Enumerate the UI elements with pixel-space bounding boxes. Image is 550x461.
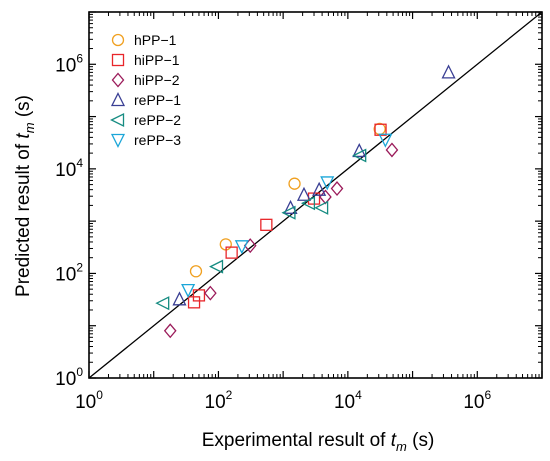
data-point — [163, 323, 177, 339]
data-point — [300, 196, 316, 211]
data-point — [330, 181, 344, 197]
data-point — [281, 205, 296, 220]
axis-ticks — [88, 11, 543, 379]
legend-label: hiPP−1 — [134, 52, 180, 68]
data-point — [172, 291, 187, 306]
legend-label: hiPP−2 — [134, 72, 180, 88]
data-point — [155, 296, 170, 311]
legend-marker — [110, 112, 125, 128]
data-point — [260, 218, 273, 231]
legend-label: rePP−1 — [134, 92, 181, 108]
data-point — [441, 64, 456, 79]
x-axis-title: Experimental result of tm (s) — [202, 430, 435, 454]
legend-label: rePP−2 — [134, 112, 181, 128]
data-point — [320, 176, 335, 191]
x-tick-label: 106 — [463, 388, 491, 413]
data-point — [314, 200, 329, 215]
data-point — [288, 177, 301, 190]
legend-label: rePP−3 — [134, 132, 181, 148]
data-point — [312, 181, 327, 196]
data-point — [378, 133, 393, 148]
data-point — [181, 283, 196, 299]
data-point — [192, 289, 206, 302]
y-tick-label: 104 — [55, 156, 83, 181]
data-point — [296, 186, 312, 201]
legend: hPP−1 hiPP−1 hiPP−2 rePP−1 rePP−2 rePP−3 — [110, 32, 181, 148]
x-tick-label: 104 — [334, 388, 362, 413]
y-axis-title: Predicted result of tm (s) — [13, 95, 37, 297]
data-point — [352, 148, 367, 163]
legend-marker — [111, 33, 125, 47]
plot-frame — [88, 11, 543, 379]
axis-tick-labels: 100 102 104 106 100 102 104 106 — [55, 51, 491, 413]
data-point — [385, 142, 399, 158]
y-tick-label: 102 — [55, 260, 83, 285]
data-markers — [155, 64, 456, 339]
legend-marker — [110, 133, 126, 148]
data-point — [225, 246, 238, 259]
legend-label: hPP−1 — [134, 32, 177, 48]
data-point — [209, 259, 224, 274]
legend-marker — [111, 72, 125, 88]
legend-marker — [110, 92, 126, 107]
data-point — [352, 142, 367, 158]
data-point — [234, 240, 249, 255]
x-tick-label: 100 — [75, 388, 103, 413]
legend-marker — [111, 53, 125, 67]
data-point — [203, 285, 217, 301]
y-tick-label: 106 — [55, 51, 83, 76]
y-tick-label: 100 — [55, 365, 83, 390]
x-tick-label: 102 — [205, 388, 233, 413]
data-point — [189, 265, 203, 278]
